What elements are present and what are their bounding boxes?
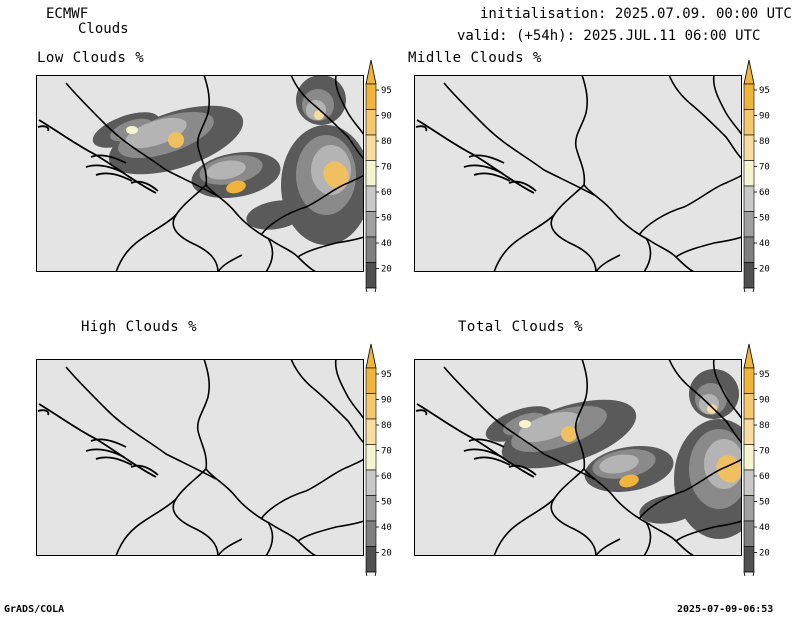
colorbar-tick-label: 40 — [759, 523, 770, 533]
panel-title-high: High Clouds % — [81, 319, 198, 335]
map-high-clouds — [36, 359, 364, 556]
colorbar-tick-label: 90 — [759, 112, 770, 122]
panel-title-low: Low Clouds % — [37, 50, 145, 66]
colorbar-tick-label: 20 — [381, 265, 392, 275]
colorbar-tick-label: 80 — [381, 137, 392, 147]
colorbar-1: 95 90 80 70 60 50 40 20 — [365, 59, 392, 292]
map-middle-clouds — [414, 75, 742, 272]
colorbar-tick-label: 50 — [759, 214, 770, 224]
colorbar-tick-label: 70 — [381, 447, 392, 457]
colorbar-tick-label: 20 — [759, 265, 770, 275]
map-low-clouds — [36, 75, 364, 272]
model-name: ECMWF — [46, 6, 89, 22]
colorbar-tick-label: 50 — [381, 498, 392, 508]
colorbar-tick-label: 80 — [759, 137, 770, 147]
map-total-clouds — [414, 359, 742, 556]
colorbar-tick-label: 40 — [381, 523, 392, 533]
colorbar-tick-label: 95 — [759, 370, 770, 380]
colorbar-tick-label: 40 — [381, 239, 392, 249]
colorbar-tick-label: 80 — [759, 421, 770, 431]
colorbar-tick-label: 60 — [759, 472, 770, 482]
colorbar-tick-label: 60 — [381, 188, 392, 198]
colorbar-tick-label: 20 — [381, 549, 392, 559]
colorbar-2: 95 90 80 70 60 50 40 20 — [743, 59, 770, 292]
colorbar-tick-label: 90 — [759, 396, 770, 406]
colorbar-tick-label: 40 — [759, 239, 770, 249]
colorbar-tick-label: 50 — [759, 498, 770, 508]
colorbar-tick-label: 70 — [381, 163, 392, 173]
footer-timestamp: 2025-07-09-06:53 — [677, 604, 774, 615]
colorbar-tick-label: 95 — [759, 86, 770, 96]
panel-title-total: Total Clouds % — [458, 319, 584, 335]
colorbar-tick-label: 20 — [759, 549, 770, 559]
footer-software: GrADS/COLA — [4, 604, 65, 615]
colorbar-tick-label: 60 — [381, 472, 392, 482]
field-name: Clouds — [78, 21, 129, 37]
colorbar-tick-label: 90 — [381, 112, 392, 122]
colorbar-tick-label: 50 — [381, 214, 392, 224]
colorbar-tick-label: 95 — [381, 86, 392, 96]
colorbar-tick-label: 90 — [381, 396, 392, 406]
colorbar-tick-label: 80 — [381, 421, 392, 431]
colorbar-tick-label: 95 — [381, 370, 392, 380]
colorbar-tick-label: 70 — [759, 447, 770, 457]
colorbar-4: 95 90 80 70 60 50 40 20 — [743, 343, 770, 576]
valid-time: valid: (+54h): 2025.JUL.11 06:00 UTC — [457, 28, 761, 44]
colorbar-3: 95 90 80 70 60 50 40 20 — [365, 343, 392, 576]
init-time: initialisation: 2025.07.09. 00:00 UTC — [480, 6, 792, 22]
panel-title-middle: Midlle Clouds % — [408, 50, 542, 66]
colorbar-tick-label: 70 — [759, 163, 770, 173]
colorbar-tick-label: 60 — [759, 188, 770, 198]
